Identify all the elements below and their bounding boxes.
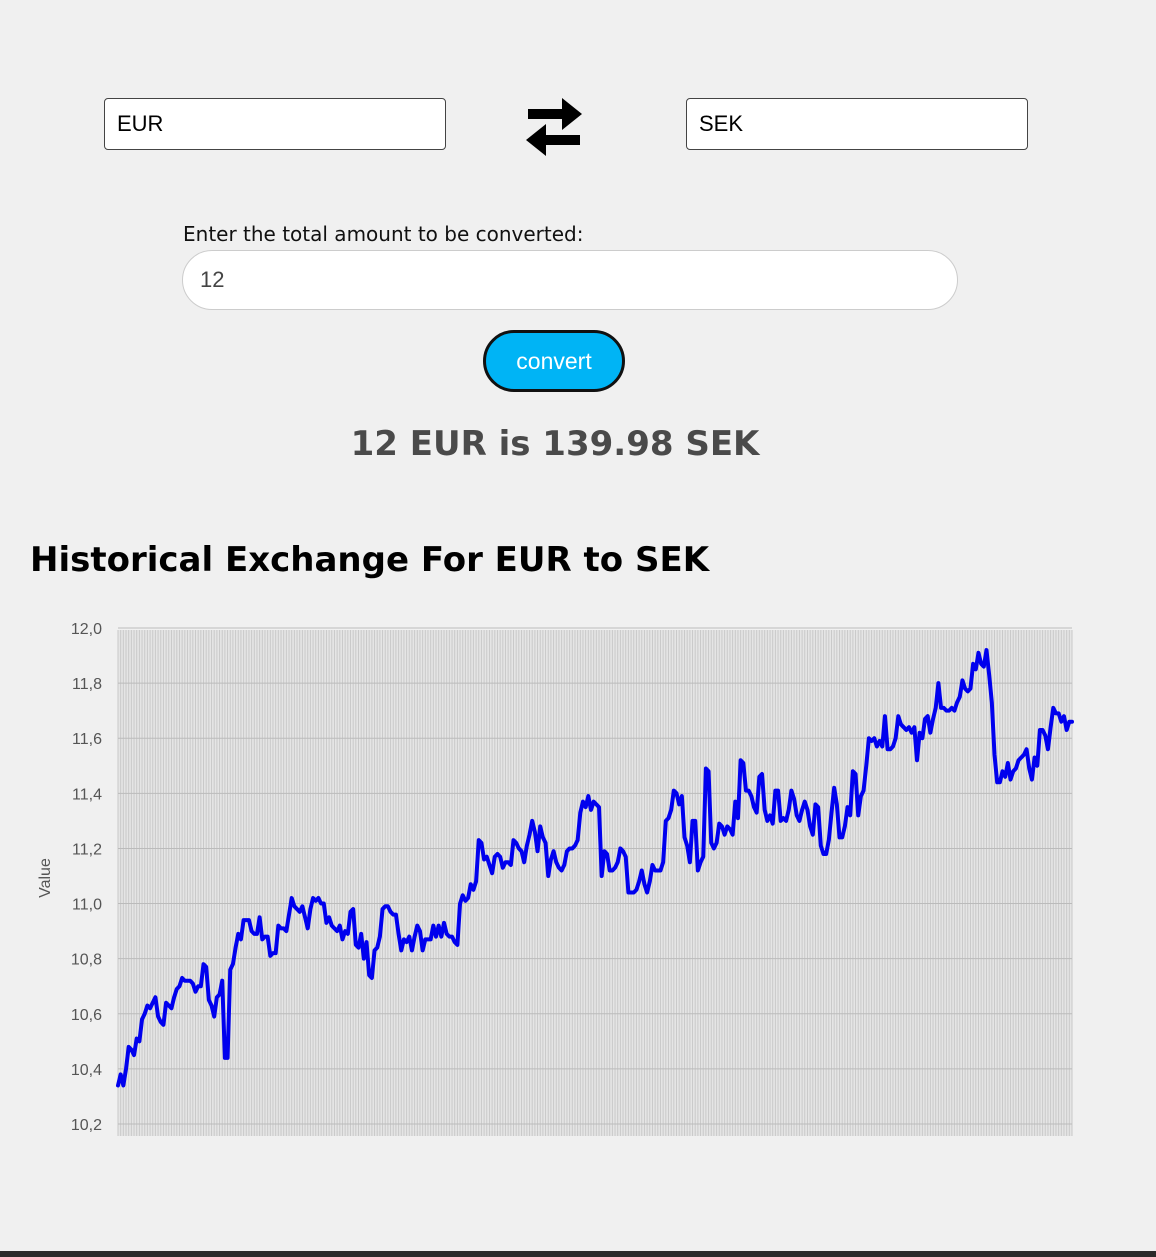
- y-tick-label: 10,6: [71, 1007, 102, 1024]
- y-tick-label: 11,0: [72, 897, 102, 914]
- to-currency-input[interactable]: [686, 98, 1028, 150]
- chart-heading: Historical Exchange For EUR to SEK: [30, 540, 710, 580]
- y-tick-label: 10,4: [71, 1062, 102, 1079]
- series-line: [116, 648, 1074, 1088]
- conversion-result: 12 EUR is 139.98 SEK: [350, 424, 760, 464]
- y-tick-label: 10,8: [71, 952, 102, 969]
- from-currency-input[interactable]: [104, 98, 446, 150]
- vertical-gridlines: [117, 630, 1073, 1136]
- y-tick-label: 11,2: [72, 841, 102, 858]
- plot-area: [118, 630, 1072, 1136]
- y-tick-label: 10,2: [71, 1117, 102, 1134]
- swap-currencies-button[interactable]: [522, 96, 586, 160]
- y-tick-label: 11,6: [72, 731, 102, 748]
- amount-label: Enter the total amount to be converted:: [183, 222, 584, 246]
- horizontal-gridlines: [118, 627, 1072, 1125]
- y-axis-label: Value: [37, 858, 54, 898]
- convert-button[interactable]: convert: [483, 330, 625, 392]
- exchange-rate-chart: 12,0 11,8 11,6 11,4 11,2 11,0 10,8 10,6 10,4 10,2…: [37, 621, 1074, 1136]
- y-tick-label: 11,4: [72, 786, 102, 803]
- swap-arrows-icon: [526, 98, 582, 156]
- vertical-gridline: [117, 630, 1073, 1136]
- y-axis-ticks: 12,0 11,8 11,6 11,4 11,2 11,0 10,8 10,6 10,4 10,2: [71, 621, 102, 1134]
- bottom-bar: [0, 1251, 1156, 1257]
- y-tick-label: 11,8: [72, 676, 102, 693]
- amount-input[interactable]: [182, 250, 958, 310]
- y-tick-label: 12,0: [71, 621, 102, 638]
